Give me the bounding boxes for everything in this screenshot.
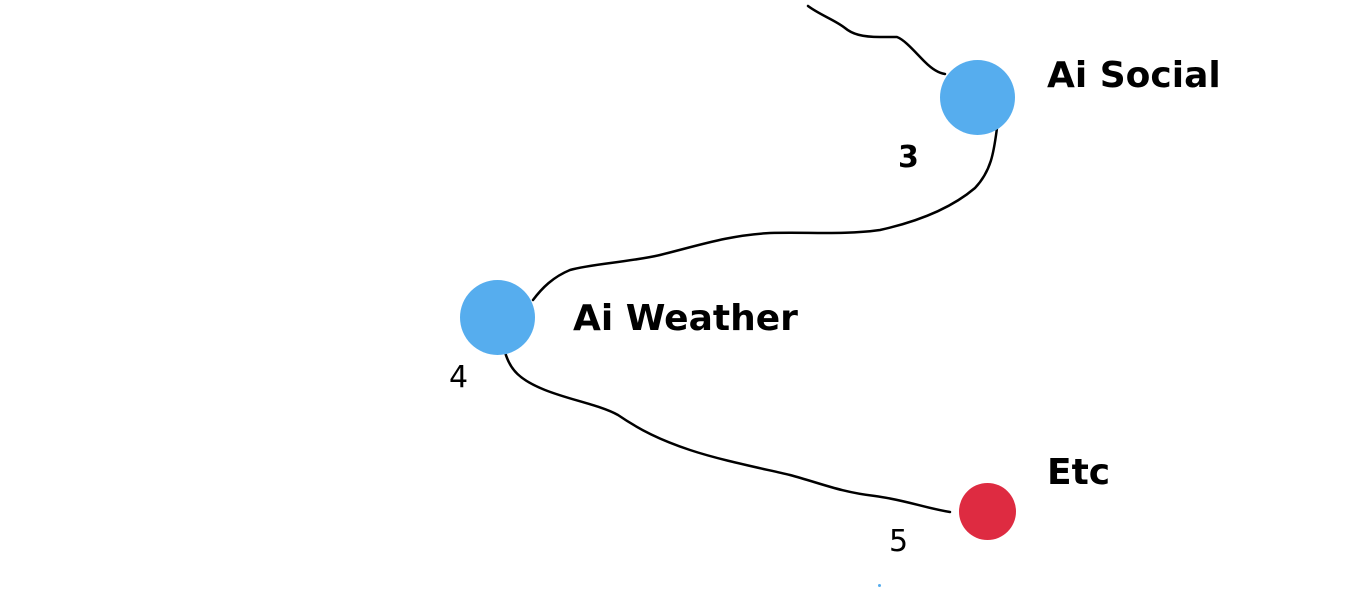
step-number-5: 5: [889, 524, 909, 559]
step-number-4: 4: [449, 360, 469, 395]
node-ai-social-label: Ai Social: [1047, 55, 1221, 96]
stray-dot: [878, 584, 881, 587]
node-ai-weather-circle: [460, 280, 535, 355]
connector-line-weather-etc: [503, 350, 952, 514]
node-etc-label: Etc: [1047, 452, 1111, 493]
connector-line-social-weather: [531, 126, 999, 302]
node-etc-circle: [959, 483, 1016, 540]
node-ai-weather-label: Ai Weather: [573, 298, 798, 339]
connector-line-top: [806, 4, 947, 76]
step-number-3: 3: [898, 140, 919, 175]
node-ai-social-circle: [940, 60, 1015, 135]
